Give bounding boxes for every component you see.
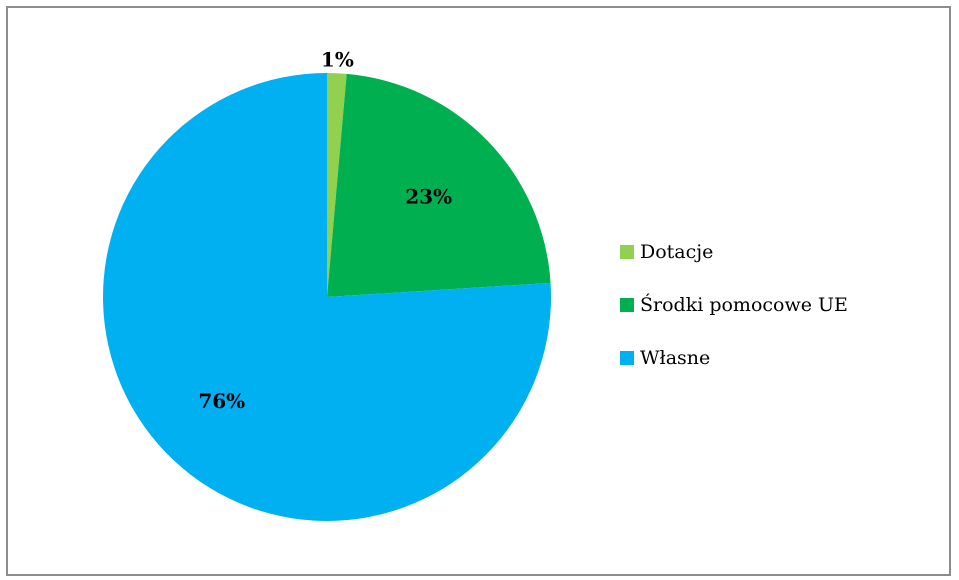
legend-swatch-srodki-pomocowe-ue <box>620 297 634 312</box>
legend: Dotacje Środki pomocowe UE Własne <box>620 234 848 393</box>
legend-item-srodki-pomocowe-ue: Środki pomocowe UE <box>620 287 848 322</box>
pie-data-labels: 1% 23% 76% <box>198 48 452 413</box>
legend-label-dotacje: Dotacje <box>640 240 714 263</box>
pie-slice-srodki-pomocowe-ue <box>327 73 551 297</box>
legend-swatch-dotacje <box>620 244 634 259</box>
data-label-wlasne: 76% <box>198 389 245 413</box>
legend-item-dotacje: Dotacje <box>620 234 848 269</box>
legend-label-srodki-pomocowe-ue: Środki pomocowe UE <box>640 293 848 316</box>
data-label-dotacje: 1% <box>321 48 354 72</box>
pie-chart: 1% 23% 76% <box>102 48 551 521</box>
data-label-srodki-pomocowe-ue: 23% <box>405 184 452 208</box>
legend-swatch-wlasne <box>620 350 634 365</box>
pie-slices <box>102 73 551 521</box>
chart-frame: 1% 23% 76% Dotacje Środki pomocowe UE Włas… <box>6 6 951 576</box>
pie-slice-wlasne <box>102 73 551 521</box>
legend-item-wlasne: Własne <box>620 340 848 375</box>
pie-slice-dotacje <box>327 73 347 297</box>
legend-label-wlasne: Własne <box>640 346 711 369</box>
